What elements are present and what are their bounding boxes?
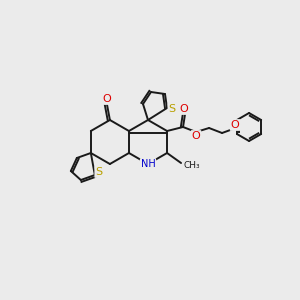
- Text: O: O: [231, 120, 239, 130]
- Text: O: O: [103, 94, 111, 104]
- Text: S: S: [95, 167, 102, 177]
- Text: O: O: [192, 131, 200, 141]
- Text: NH: NH: [141, 159, 155, 169]
- Text: O: O: [180, 104, 188, 114]
- Text: S: S: [168, 104, 175, 114]
- Text: CH₃: CH₃: [183, 160, 200, 169]
